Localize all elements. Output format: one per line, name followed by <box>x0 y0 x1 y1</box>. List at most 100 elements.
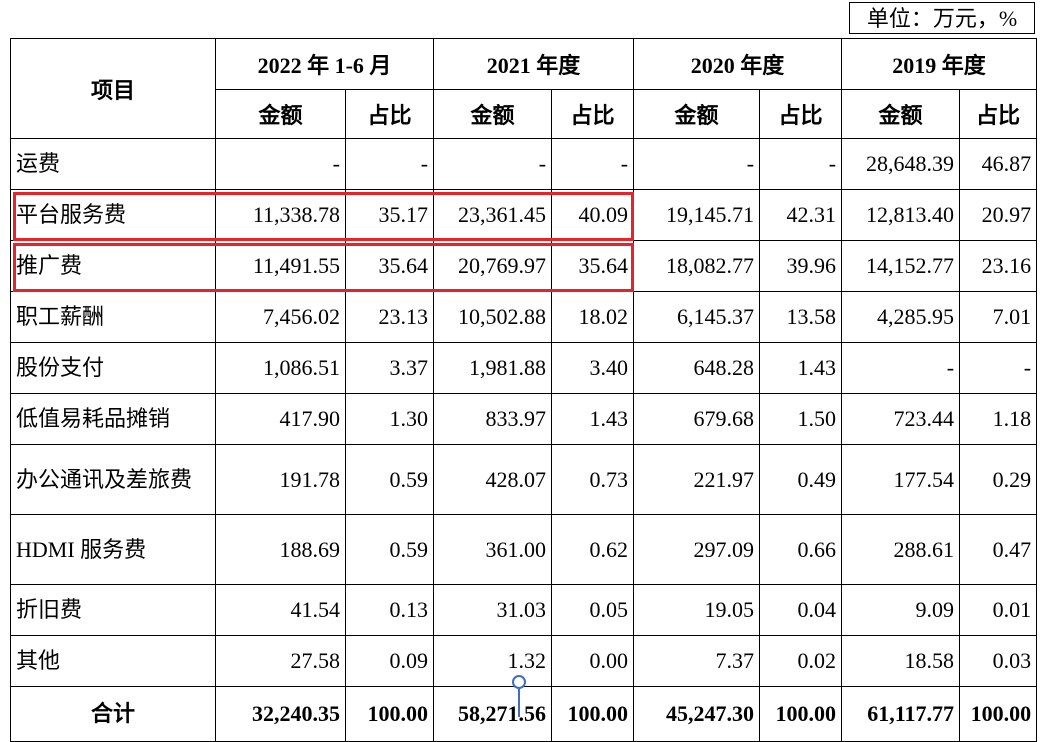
table-cell: 3.40 <box>551 342 635 394</box>
header-row-periods: 项目 2022 年 1-6 月 2021 年度 2020 年度 2019 年度 <box>10 38 1038 139</box>
header-period: 2019 年度 <box>841 38 1038 90</box>
text-cursor-handle-icon[interactable] <box>512 675 526 689</box>
row-label: HDMI 服务费 <box>10 514 216 585</box>
table-cell: 1.30 <box>344 393 435 445</box>
table-cell: 23.13 <box>344 291 435 343</box>
table-cell: 35.64 <box>344 240 435 292</box>
table-cell: 0.05 <box>551 584 635 636</box>
table-cell: 0.02 <box>759 635 843 687</box>
table-cell: 7.01 <box>959 291 1038 343</box>
total-cell: 32,240.35 <box>215 686 346 742</box>
total-row: 合计 32,240.35 100.00 58,271.56 100.00 45,… <box>10 686 1038 742</box>
table-cell: 0.09 <box>344 635 435 687</box>
table-row: 办公通讯及差旅费 191.78 0.59 428.07 0.73 221.97 0.49 17… <box>10 444 1038 515</box>
table-cell: 35.17 <box>344 189 435 241</box>
table-cell: 28,648.39 <box>841 138 961 190</box>
table-cell: - <box>959 342 1038 394</box>
table-cell: - <box>344 138 435 190</box>
table-row: 运费 - - - - - -28,648.39 46.87 <box>10 138 1038 190</box>
header-period: 2022 年 1-6 月 <box>214 38 435 90</box>
header-amount: 金额 <box>433 89 553 139</box>
table-cell: 18.02 <box>551 291 635 343</box>
table-cell: 1.43 <box>759 342 843 394</box>
table-cell: 7,456.02 <box>215 291 346 343</box>
table-row: 平台服务费 11,338.78 35.17 23,361.45 40.09 19,145.… <box>10 189 1038 241</box>
header-amount: 金额 <box>841 89 961 139</box>
header-amount: 金额 <box>215 89 346 139</box>
table-cell: 0.59 <box>344 444 435 515</box>
table-cell: 0.66 <box>759 514 843 585</box>
table-cell: 0.49 <box>759 444 843 515</box>
table-cell: 4,285.95 <box>841 291 961 343</box>
total-cell: 58,271.56 <box>433 686 553 742</box>
total-cell: 100.00 <box>551 686 635 742</box>
header-item: 项目 <box>10 38 216 139</box>
row-label: 低值易耗品摊销 <box>10 393 216 445</box>
table-cell: 297.09 <box>633 514 761 585</box>
row-label: 办公通讯及差旅费 <box>10 444 216 515</box>
text-cursor-line <box>518 689 520 717</box>
table-cell: 10,502.88 <box>433 291 553 343</box>
table-cell: 19.05 <box>633 584 761 636</box>
table-cell: 31.03 <box>433 584 553 636</box>
table-cell: 35.64 <box>551 240 635 292</box>
row-label: 运费 <box>10 138 216 190</box>
table-cell: 1.50 <box>759 393 843 445</box>
total-cell: 61,117.77 <box>841 686 961 742</box>
total-cell: 100.00 <box>959 686 1038 742</box>
table-cell: 417.90 <box>215 393 346 445</box>
total-cell: 100.00 <box>759 686 843 742</box>
header-ratio: 占比 <box>344 89 435 139</box>
unit-label: 单位：万元，% <box>849 2 1035 34</box>
table-cell: 42.31 <box>759 189 843 241</box>
table-cell: 11,338.78 <box>215 189 346 241</box>
row-label: 平台服务费 <box>10 189 216 241</box>
table-cell: - <box>841 342 961 394</box>
table-cell: - <box>633 138 761 190</box>
table-cell: 1,981.88 <box>433 342 553 394</box>
table-cell: 13.58 <box>759 291 843 343</box>
table-cell: 0.73 <box>551 444 635 515</box>
table-cell: 679.68 <box>633 393 761 445</box>
total-cell: 45,247.30 <box>633 686 761 742</box>
expense-table: 项目 2022 年 1-6 月 2021 年度 2020 年度 2019 年度 … <box>10 38 1038 742</box>
table-cell: 0.13 <box>344 584 435 636</box>
table-cell: 18.58 <box>841 635 961 687</box>
table-cell: 648.28 <box>633 342 761 394</box>
table-cell: 0.47 <box>959 514 1038 585</box>
row-label: 折旧费 <box>10 584 216 636</box>
table-cell: - <box>759 138 843 190</box>
row-label: 其他 <box>10 635 216 687</box>
table-cell: 6,145.37 <box>633 291 761 343</box>
table-cell: 0.29 <box>959 444 1038 515</box>
table-row: 其他 27.58 0.09 1.32 0.00 7.37 0.02 18.58 0.03 <box>10 635 1038 687</box>
table-row: 低值易耗品摊销 417.90 1.30 833.97 1.43 679.68 1.50 723… <box>10 393 1038 445</box>
table-cell: 428.07 <box>433 444 553 515</box>
table-cell: 40.09 <box>551 189 635 241</box>
header-ratio: 占比 <box>551 89 635 139</box>
table-cell: 11,491.55 <box>215 240 346 292</box>
header-amount: 金额 <box>633 89 761 139</box>
table-cell: 361.00 <box>433 514 553 585</box>
row-label: 推广费 <box>10 240 216 292</box>
table-cell: 1.43 <box>551 393 635 445</box>
table-cell: 41.54 <box>215 584 346 636</box>
row-label: 股份支付 <box>10 342 216 394</box>
table-cell: 19,145.71 <box>633 189 761 241</box>
table-cell: 0.00 <box>551 635 635 687</box>
table-cell: 0.62 <box>551 514 635 585</box>
total-cell: 100.00 <box>344 686 435 742</box>
total-label: 合计 <box>10 686 216 742</box>
table-cell: 7.37 <box>633 635 761 687</box>
header-ratio: 占比 <box>759 89 843 139</box>
table-cell: - <box>433 138 553 190</box>
table-cell: - <box>551 138 635 190</box>
table-cell: 20,769.97 <box>433 240 553 292</box>
header-period: 2021 年度 <box>433 38 635 90</box>
table-row: 推广费 11,491.55 35.64 20,769.97 35.64 18,082.77… <box>10 240 1038 292</box>
table-cell: - <box>215 138 346 190</box>
table-cell: 1.32 <box>433 635 553 687</box>
table-cell: 20.97 <box>959 189 1038 241</box>
row-label: 职工薪酬 <box>10 291 216 343</box>
table-cell: 27.58 <box>215 635 346 687</box>
